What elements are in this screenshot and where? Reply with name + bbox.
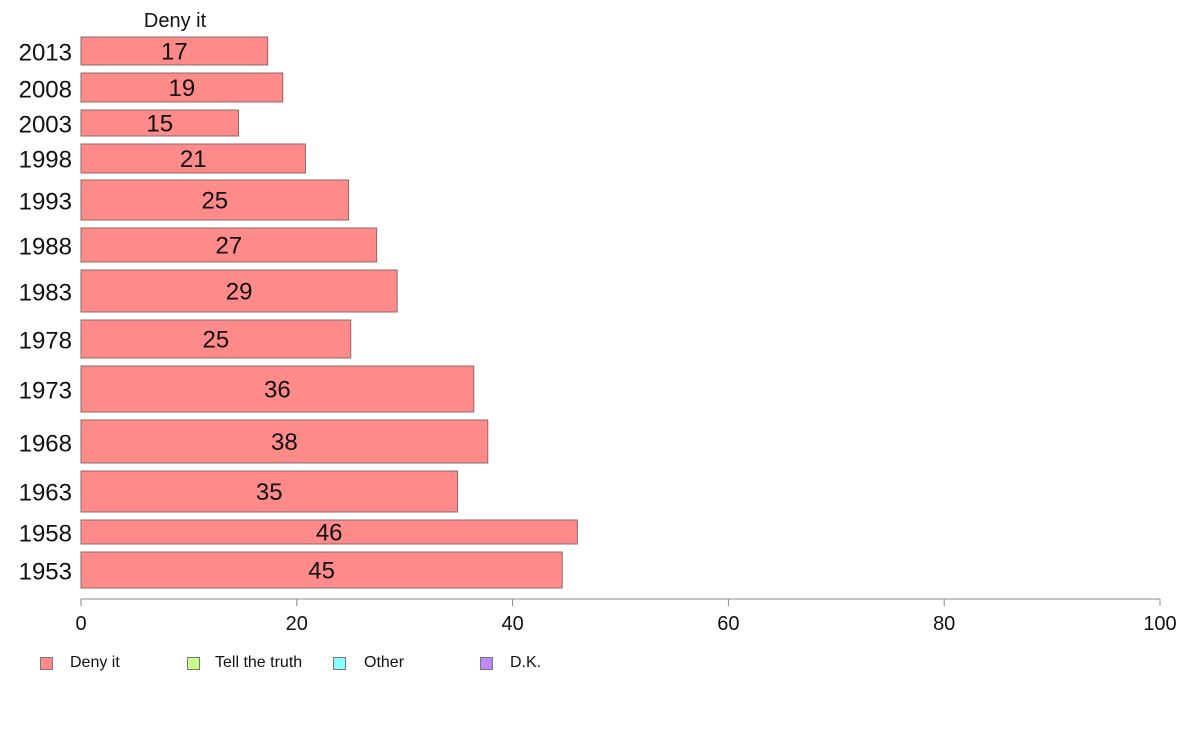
bar-1963 [80,470,459,513]
y-tick-label-1963: 1963 [19,480,72,507]
bar-1953 [80,551,563,589]
legend-item-deny-it: Deny it [40,652,120,674]
bar-2008 [80,72,284,103]
bar-value-label-1978: 25 [203,327,230,354]
bar-value-label-1968: 38 [271,429,298,456]
y-tick-label-1958: 1958 [19,521,72,548]
legend-label-deny-it: Deny it [70,654,120,671]
x-tick-label-100: 100 [1143,613,1176,635]
bar-value-label-1973: 36 [264,377,291,404]
bar-value-label-1998: 21 [180,146,207,173]
bar-value-label-2008: 19 [169,75,196,102]
x-tick-label-0: 0 [75,613,86,635]
bar-1988 [80,227,378,263]
bar-value-label-1958: 46 [316,520,343,547]
bar-1998 [80,143,306,174]
bar-2003 [80,109,240,137]
bar-value-label-1993: 25 [201,188,228,215]
y-tick-label-1998: 1998 [19,147,72,174]
bar-value-label-1953: 45 [308,558,335,585]
legend-label-other: Other [364,654,405,671]
bar-value-label-1988: 27 [215,233,242,260]
bar-1973 [80,365,475,413]
bar-value-label-2003: 15 [146,111,173,138]
x-tick-label-80: 80 [933,613,955,635]
y-tick-label-2013: 2013 [19,40,72,67]
y-tick-label-2003: 2003 [19,112,72,139]
legend-item-dk: D.K. [480,652,541,674]
legend-swatch-other [333,656,346,670]
legend-swatch-deny-it [40,656,53,670]
legend: Deny it Tell the truth Other D.K. [40,652,680,674]
bar-value-label-1963: 35 [256,479,283,506]
x-tick-label-40: 40 [501,613,523,635]
x-tick-label-20: 20 [286,613,308,635]
bar-value-label-1983: 29 [226,279,253,306]
legend-swatch-dk [480,656,493,670]
bar-1993 [80,179,350,221]
bar-value-label-2013: 17 [161,39,188,66]
legend-swatch-tell-the-truth [187,656,200,670]
y-tick-label-2008: 2008 [19,77,72,104]
bar-1983 [80,269,398,313]
x-tick-label-60: 60 [717,613,739,635]
y-tick-label-1988: 1988 [19,234,72,261]
bar-1968 [80,419,489,464]
legend-label-tell-the-truth: Tell the truth [215,654,303,671]
y-tick-label-1968: 1968 [19,431,72,458]
x-axis: 0 20 40 60 80 100 [75,598,1177,635]
y-tick-label-1953: 1953 [19,559,72,586]
y-tick-label-1993: 1993 [19,189,72,216]
bar-1978 [80,319,352,359]
legend-label-dk: D.K. [510,654,542,671]
legend-item-other: Other [333,652,404,674]
legend-item-tell-the-truth: Tell the truth [187,652,302,674]
y-tick-label-1978: 1978 [19,328,72,355]
y-tick-label-1973: 1973 [19,378,72,405]
chart-title: Deny it [144,10,207,32]
bar-2013 [80,36,269,66]
y-axis-labels: 2013 2008 2003 1998 1993 1988 1983 1978 1973 1968… [19,40,72,586]
y-tick-label-1983: 1983 [19,280,72,307]
bars-group: 17 19 15 21 25 27 29 25 36 38 35 46 45 [80,36,578,589]
bar-1958 [80,519,578,545]
